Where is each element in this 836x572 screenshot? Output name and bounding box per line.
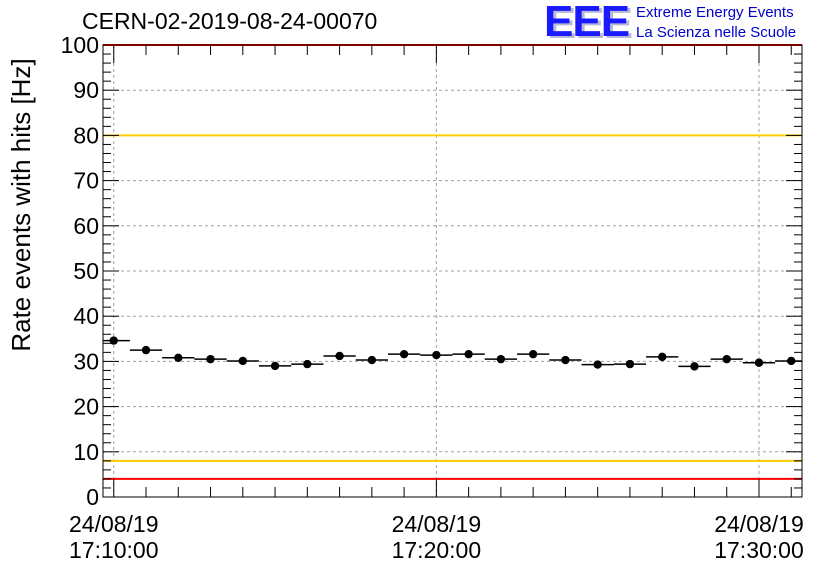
data-point	[109, 336, 118, 345]
x-tick-label-time: 17:30:00	[714, 537, 804, 563]
y-tick-labels: 0 10 20 30 40 50 60 70 80 90 100	[61, 32, 99, 510]
data-point	[658, 352, 667, 362]
y-tick-label: 90	[73, 77, 99, 103]
data-points	[103, 336, 802, 371]
data-point	[174, 353, 183, 362]
data-point	[528, 349, 538, 359]
y-axis-label: Rate events with hits [Hz]	[6, 58, 36, 351]
data-point	[690, 362, 699, 371]
data-point	[625, 359, 635, 369]
x-tick-label-date: 24/08/19	[714, 511, 804, 537]
eee-logo-mark: EEE	[544, 0, 630, 46]
grid-layer	[103, 45, 802, 497]
data-point	[270, 361, 280, 371]
data-point	[787, 356, 796, 366]
chart-title: CERN-02-2019-08-24-00070	[82, 8, 378, 34]
data-point	[432, 350, 441, 360]
logo-line-2: La Scienza nelle Scuole	[636, 24, 797, 41]
data-point	[238, 356, 247, 366]
y-tick-label: 70	[73, 168, 99, 194]
data-point	[754, 358, 764, 367]
x-tick-label-date: 24/08/19	[392, 511, 482, 537]
data-point	[561, 355, 570, 365]
logo-line-1: Extreme Energy Events	[636, 4, 794, 21]
data-point	[593, 360, 602, 369]
data-point	[303, 359, 312, 369]
threshold-lines	[103, 44, 802, 480]
data-point	[206, 354, 215, 364]
x-tick-label-time: 17:20:00	[392, 537, 482, 563]
data-point	[722, 354, 731, 364]
y-tick-label: 50	[73, 258, 99, 284]
x-tick-label-date: 24/08/19	[69, 511, 159, 537]
data-point	[367, 355, 377, 365]
x-tick-labels: 24/08/1917:10:0024/08/1917:20:0024/08/19…	[69, 511, 804, 563]
data-point	[464, 349, 473, 359]
y-tick-label: 60	[73, 213, 99, 239]
data-point	[399, 349, 409, 359]
y-tick-label: 80	[73, 122, 99, 148]
eee-logo: EEE Extreme Energy Events La Scienza nel…	[544, 0, 834, 46]
y-tick-label: 0	[86, 484, 99, 510]
y-tick-label: 30	[73, 348, 99, 374]
data-point	[496, 354, 506, 364]
data-point	[141, 345, 151, 355]
y-tick-label: 100	[61, 32, 99, 58]
x-tick-label-time: 17:10:00	[69, 537, 159, 563]
y-tick-label: 10	[73, 439, 99, 465]
axes	[102, 44, 803, 498]
y-tick-label: 40	[73, 303, 99, 329]
y-tick-label: 20	[73, 394, 99, 420]
data-point	[335, 351, 344, 361]
